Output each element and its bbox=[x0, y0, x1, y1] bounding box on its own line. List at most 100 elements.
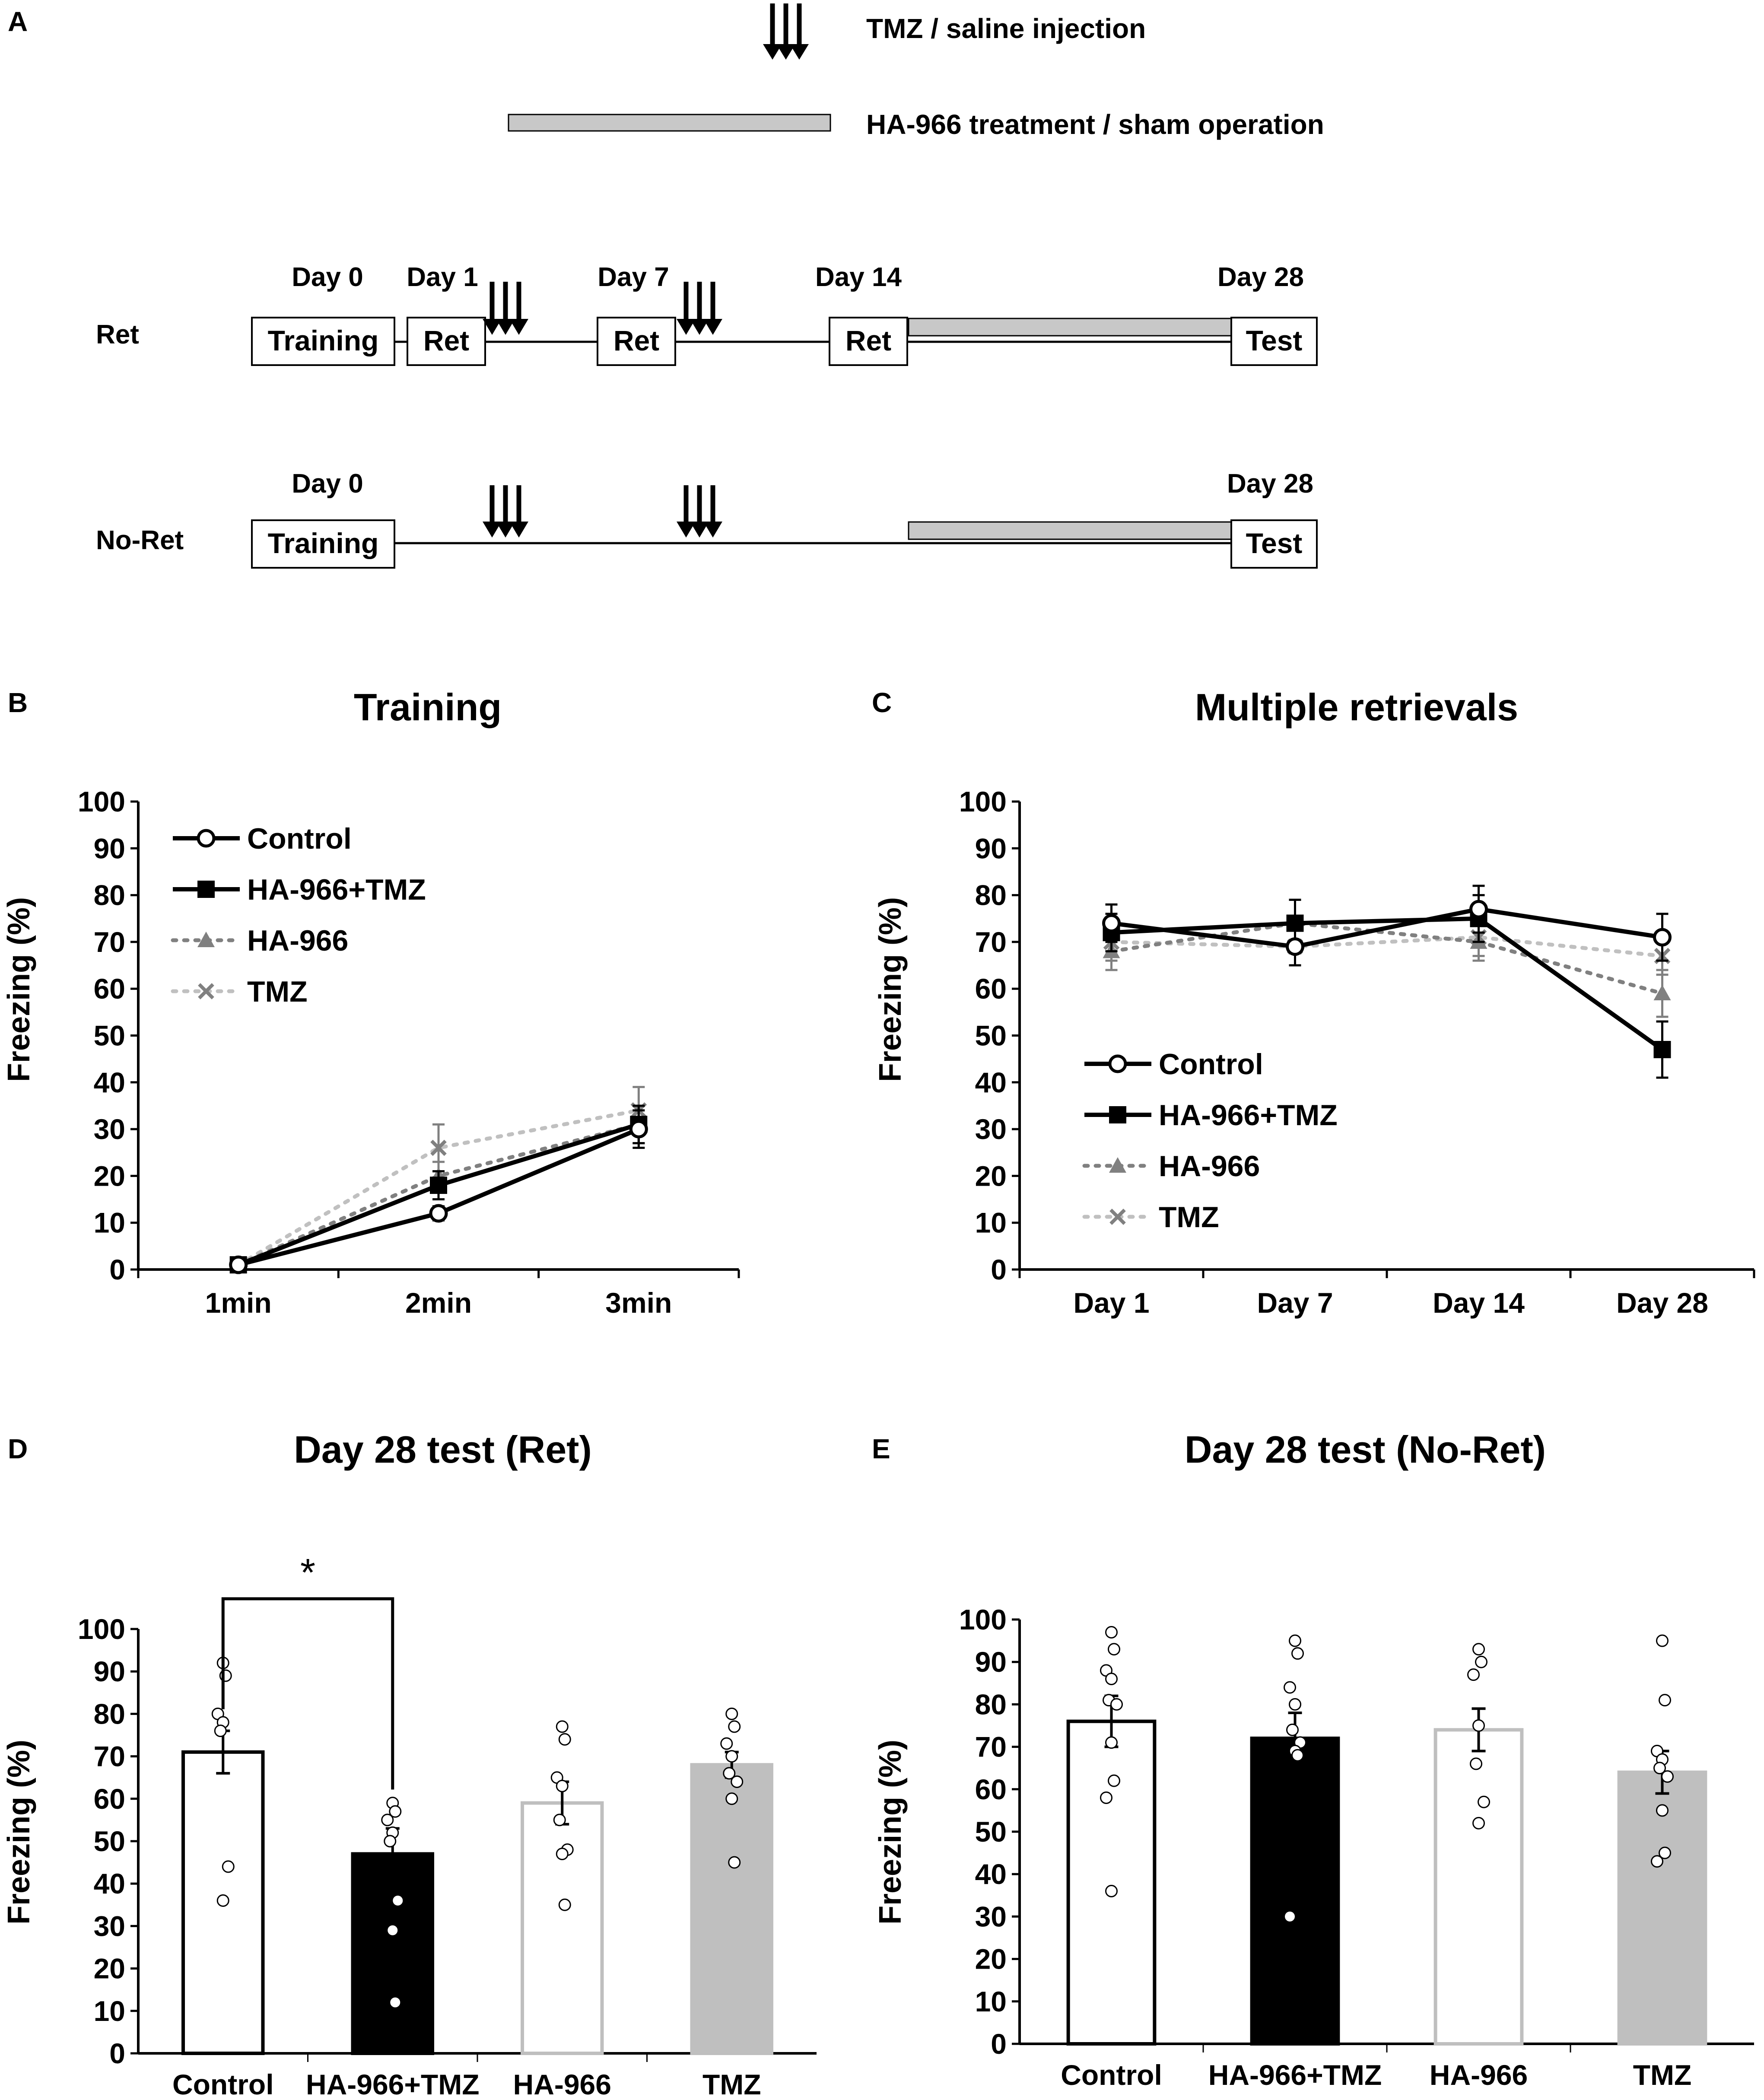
chart-e-data-dot bbox=[1108, 1643, 1120, 1656]
chart-e-ytick-label: 80 bbox=[975, 1688, 1007, 1720]
chart-d-data-dot bbox=[384, 1835, 397, 1848]
chart-b-point bbox=[429, 1204, 448, 1223]
chart-e-bar bbox=[1617, 1770, 1707, 2046]
chart-e-data-dot bbox=[1653, 1762, 1666, 1775]
chart-d-ytick-label: 80 bbox=[94, 1698, 125, 1730]
chart-d-data-dot bbox=[553, 1814, 566, 1826]
chart-c-point bbox=[1653, 1040, 1671, 1058]
chart-b-ytick-label: 80 bbox=[94, 879, 125, 911]
chart-b-series-line-3 bbox=[236, 1108, 641, 1267]
chart-d-data-dot bbox=[556, 1720, 569, 1733]
ret-box-ret-2-label: Ret bbox=[613, 325, 659, 356]
chart-d-ytick-label: 10 bbox=[94, 1995, 125, 2027]
ret-arrows-week2-icon bbox=[677, 282, 722, 335]
chart-d-ytick-label: 60 bbox=[94, 1783, 125, 1815]
chart-b-ytick-label: 90 bbox=[94, 832, 125, 864]
chart-c-xtick-label: Day 28 bbox=[1616, 1287, 1708, 1319]
chart-d-xtick-label: HA-966+TMZ bbox=[306, 2068, 480, 2100]
panel-a-schematic: A TMZ / saline injection HA-966 treatmen… bbox=[8, 3, 1324, 569]
noret-arrows-week2-icon bbox=[677, 485, 722, 538]
ret-row-label: Ret bbox=[96, 320, 139, 350]
noret-box-training-label: Training bbox=[268, 527, 379, 559]
ret-timeline: Ret Day 0 Day 1 Day 7 Day 14 Day 28 Trai… bbox=[96, 262, 1318, 366]
chart-c-series-line-0 bbox=[1111, 907, 1663, 949]
panel-label-e: E bbox=[872, 1433, 890, 1464]
chart-e-data-dot bbox=[1105, 1736, 1118, 1749]
chart-b-ytick-label: 20 bbox=[94, 1160, 125, 1192]
chart-b-legend-marker bbox=[197, 932, 215, 947]
chart-d-ylabel: Freezing (%) bbox=[2, 1740, 36, 1925]
chart-d-data-dot bbox=[728, 1856, 741, 1869]
chart-c-series-line-1 bbox=[1111, 916, 1664, 1052]
chart-d-bar bbox=[690, 1763, 773, 2055]
chart-d-xtick-label: TMZ bbox=[702, 2068, 761, 2100]
chart-d-data-dot bbox=[386, 1924, 399, 1937]
chart-d-xtick-label: HA-966 bbox=[513, 2068, 611, 2100]
chart-c-ytick-label: 40 bbox=[975, 1066, 1007, 1098]
chart-e-data-dot bbox=[1467, 1668, 1480, 1681]
chart-e-data-dot bbox=[1289, 1634, 1301, 1647]
chart-c-point bbox=[1286, 937, 1304, 956]
chart-d-data-dot bbox=[391, 1894, 404, 1907]
chart-b-title: Training bbox=[354, 686, 502, 729]
chart-c-ytick-label: 90 bbox=[975, 832, 1007, 864]
chart-d-data-dot bbox=[216, 1894, 229, 1907]
chart-d-title: Day 28 test (Ret) bbox=[294, 1428, 592, 1471]
noret-row-label: No-Ret bbox=[96, 525, 184, 555]
chart-b-xtick-label: 2min bbox=[405, 1287, 472, 1319]
chart-e-xtick-label: HA-966 bbox=[1430, 2059, 1528, 2091]
ret-day-28: Day 28 bbox=[1217, 262, 1304, 292]
chart-e-data-dot bbox=[1105, 1672, 1118, 1685]
panel-label-c: C bbox=[872, 687, 892, 718]
chart-c-point bbox=[1653, 928, 1672, 947]
chart-c-legend-marker bbox=[1109, 1106, 1126, 1123]
chart-c-ytick-label: 60 bbox=[975, 973, 1007, 1005]
chart-b-ytick-label: 50 bbox=[94, 1020, 125, 1052]
chart-e-data-dot bbox=[1659, 1694, 1671, 1707]
noret-box-test bbox=[1230, 519, 1318, 569]
chart-e-data-dot bbox=[1656, 1634, 1669, 1647]
chart-c-legend-marker bbox=[1109, 1209, 1126, 1225]
treatment-legend-label: HA-966 treatment / sham operation bbox=[866, 109, 1324, 140]
chart-b-xtick-label: 1min bbox=[205, 1287, 272, 1319]
chart-d-significance-star: * bbox=[300, 1551, 315, 1594]
ret-box-ret-3 bbox=[829, 317, 908, 366]
chart-e-data-dot bbox=[1105, 1884, 1118, 1897]
chart-c-legend-marker bbox=[1109, 1157, 1126, 1173]
chart-e-data-dot bbox=[1291, 1749, 1304, 1762]
chart-b-ytick-label: 10 bbox=[94, 1207, 125, 1239]
ret-box-test-label: Test bbox=[1246, 325, 1303, 356]
chart-c-ytick-label: 80 bbox=[975, 879, 1007, 911]
chart-e-ytick-label: 0 bbox=[991, 2028, 1007, 2060]
chart-e-title: Day 28 test (No-Ret) bbox=[1185, 1428, 1546, 1471]
ret-day-7: Day 7 bbox=[598, 262, 669, 292]
chart-c-ylabel: Freezing (%) bbox=[873, 897, 908, 1082]
chart-d-data-dot bbox=[731, 1775, 744, 1788]
chart-e-data-dot bbox=[1284, 1681, 1296, 1694]
chart-e-data-dot bbox=[1108, 1774, 1120, 1787]
chart-e-xtick-label: Control bbox=[1061, 2059, 1162, 2091]
chart-e-ytick-label: 70 bbox=[975, 1731, 1007, 1763]
chart-d-data-dot bbox=[222, 1860, 235, 1873]
chart-d-data-dot bbox=[558, 1733, 571, 1746]
chart-c-point bbox=[1102, 914, 1121, 933]
chart-e-ytick-label: 60 bbox=[975, 1773, 1007, 1805]
ret-box-ret-1-label: Ret bbox=[423, 325, 469, 356]
chart-d-bar bbox=[181, 1750, 265, 2055]
chart-d-data-dot bbox=[725, 1750, 738, 1763]
ret-box-training-label: Training bbox=[268, 325, 379, 356]
treatment-key-bar bbox=[508, 114, 831, 132]
panel-label-b: B bbox=[8, 687, 28, 718]
chart-c-multiple-retrievals: 0 10 20 30 40 50 60 70 80 90 100 Day 1 Day 7 Day 14 Da… bbox=[959, 786, 1755, 1319]
chart-c-point bbox=[1653, 985, 1671, 1001]
noret-treatment-bar bbox=[908, 521, 1232, 540]
chart-b-legend-marker bbox=[198, 983, 214, 999]
chart-b-point bbox=[430, 1177, 447, 1194]
chart-d-ytick-label: 30 bbox=[94, 1910, 125, 1942]
chart-e-xtick-label: HA-966+TMZ bbox=[1208, 2059, 1382, 2091]
chart-e-data-dot bbox=[1656, 1804, 1669, 1817]
chart-c-ytick-label: 30 bbox=[975, 1113, 1007, 1145]
chart-e-ytick-label: 90 bbox=[975, 1646, 1007, 1678]
chart-e-ylabel: Freezing (%) bbox=[873, 1740, 908, 1925]
chart-d-data-dot bbox=[389, 1805, 402, 1818]
